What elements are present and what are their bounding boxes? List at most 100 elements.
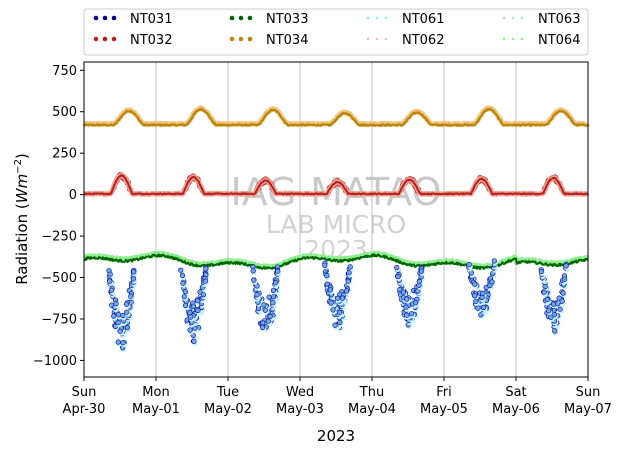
series-NT061-point [120,312,126,319]
y-tick-label: −500 [41,271,77,286]
legend-marker-NT032 [111,36,117,42]
series-NT061-point [347,264,353,270]
series-NT061-point [330,307,336,313]
series-NT061-point [560,290,566,296]
series-NT061-point [202,278,208,284]
legend-marker-NT062 [375,37,379,41]
series-NT061-point [111,313,117,319]
y-axis-title-exponent: −2 [13,159,24,174]
x-tick-label-date: May-03 [276,402,324,417]
series-NT061-point [261,302,267,308]
series-NT061-point [115,312,122,318]
x-axis-title: 2023 [317,427,355,445]
legend-marker-NT062 [366,37,370,41]
series-NT061-point [117,328,123,334]
legend-frame [83,8,589,56]
series-NT061-point [203,266,209,272]
series-NT061-point [400,289,407,295]
x-tick-label-date: Apr-30 [63,402,106,417]
legend-marker-NT032 [93,36,99,42]
series-NT061-point [327,287,333,293]
series-NT061-point [131,269,137,275]
x-tick-label-date: May-02 [204,402,252,417]
series-NT061-point [265,318,271,324]
x-gridlines [155,62,517,377]
legend-marker-NT031 [102,15,108,21]
series-NT061-point [544,296,550,303]
legend-label-NT063: NT063 [538,12,580,27]
series-NT061-point [551,312,557,318]
series-NT034-line [83,107,589,127]
series-NT061-point [416,282,422,288]
y-tick-label: −250 [41,230,77,245]
series-NT061-point [180,280,186,286]
legend-marker-NT033 [238,15,244,21]
y-tick-label: −1000 [33,354,77,369]
x-tick-label-day: Sat [505,385,526,400]
series-NT061-point [191,338,197,344]
series-NT061-point [345,278,351,284]
series-NT061-point [394,264,400,271]
y-axis-title-close: ) [13,153,31,159]
series-NT061-point [335,295,341,301]
series-NT061-point [113,301,119,307]
legend-marker-NT034 [238,36,244,42]
series-NT061-point [466,262,472,268]
legend-marker-NT032 [102,36,108,42]
legend-marker-NT033 [247,15,253,21]
series-NT061-point [346,270,352,276]
series-NT061-point [192,325,198,331]
legend-label-NT031: NT031 [130,12,172,27]
series-NT061-point [270,300,276,306]
watermark-line-2: LAB MICRO [266,210,406,239]
legend-marker-NT034 [247,36,253,42]
x-tick-label-day: Thu [359,385,384,400]
series-NT061-point [473,298,479,304]
x-tick-label-day: Sun [72,385,97,400]
y-tick-label: 250 [52,147,77,162]
series-NT061-point [128,293,134,299]
series-NT032-line [83,174,589,196]
series-NT061-point [413,300,419,306]
legend-items: NT031 NT032 NT033 NT034 NT061 NT062 NT063 NT064 [93,12,580,48]
legend-label-NT064: NT064 [538,33,580,48]
series-NT061-point [178,267,184,273]
series-NT061-point [195,298,201,304]
series-NT061-point [254,292,260,298]
series-NT061-point [187,327,193,333]
series-NT061-point [197,289,203,295]
legend-label-NT061: NT061 [402,12,444,27]
series-NT061-point [418,268,425,274]
series-NT061-point [479,294,485,301]
y-tick-label: 0 [69,188,77,203]
y-axis-title-text: Radiation ( [13,203,31,285]
x-tick-label-date: May-07 [564,402,612,417]
series-NT061-point [322,262,328,268]
series-NT061-point [559,298,565,304]
x-tick-label-day: Tue [216,385,239,400]
legend-label-NT034: NT034 [266,33,308,48]
series-NT061-point [190,303,197,309]
x-tick-label-day: Sun [576,385,601,400]
legend-label-NT062: NT062 [402,33,444,48]
legend-marker-NT063 [502,16,506,20]
legend-marker-NT061 [375,16,379,20]
series-NT061-point [538,268,545,275]
plot-area: IAG-MATAO LAB MICRO 2023 [82,61,590,378]
series-NT061-point [557,306,563,312]
series-NT061-point [481,304,487,311]
series-NT061-point [324,273,330,279]
series-NT061-point [262,307,268,313]
y-axis-title: Radiation (Wm−2) [13,153,31,285]
series-NT061-point [395,273,401,280]
x-tick-label-day: Fri [436,385,452,400]
series-NT061-point [409,311,415,317]
series-NT061-point [324,281,330,287]
legend-marker-NT031 [111,15,117,21]
series-NT061-point [552,328,558,334]
legend-marker-NT063 [511,16,515,20]
series-NT061-point [130,276,136,282]
series-NT061-point [472,293,478,299]
series-NT061-point [561,276,568,282]
